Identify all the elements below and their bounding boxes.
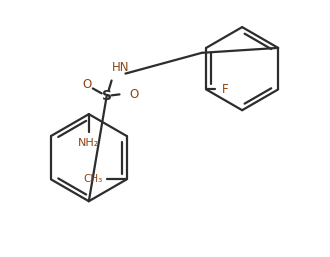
Text: O: O <box>82 78 91 91</box>
Text: O: O <box>129 88 139 101</box>
Text: S: S <box>102 89 112 103</box>
Text: HN: HN <box>112 61 129 74</box>
Text: NH₂: NH₂ <box>78 138 99 148</box>
Text: F: F <box>222 83 229 96</box>
Text: CH₃: CH₃ <box>83 175 103 185</box>
